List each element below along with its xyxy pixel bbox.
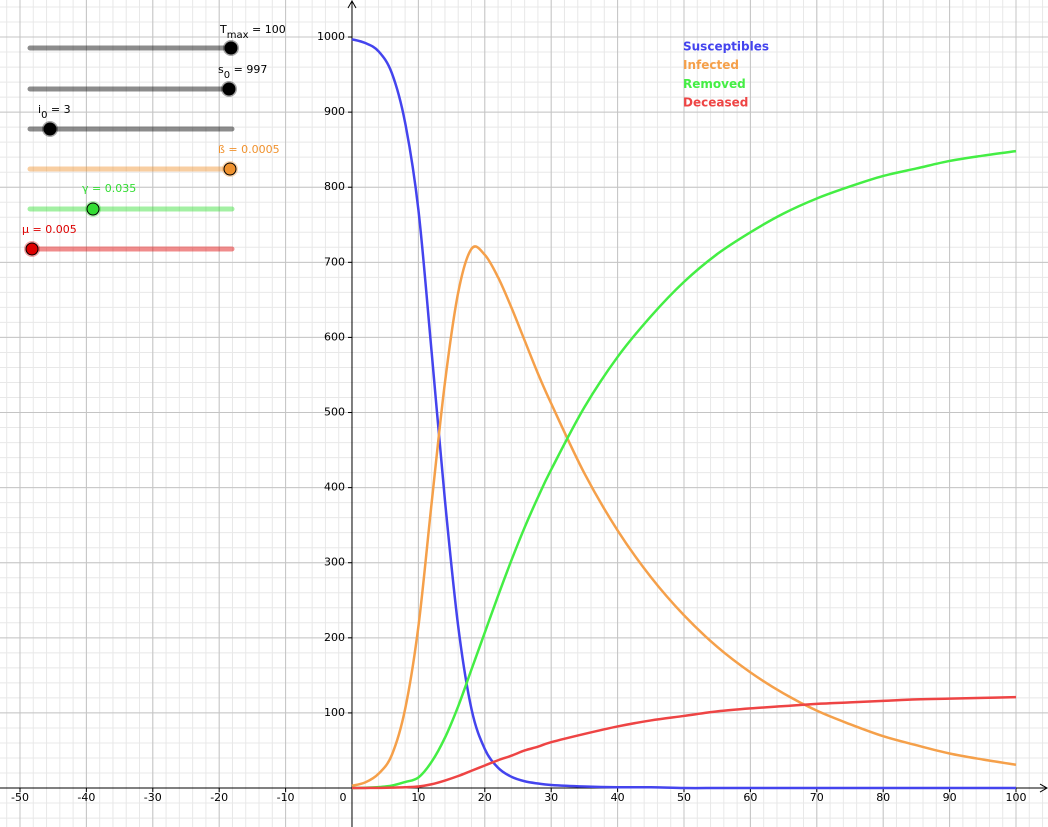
slider-knob-core <box>86 202 100 216</box>
x-tick-label: -20 <box>210 791 228 804</box>
slider-label: μ = 0.005 <box>22 223 77 236</box>
series-line <box>351 38 1016 790</box>
slider-label-subscript: max <box>227 30 249 41</box>
y-tick-label: 800 <box>324 180 345 193</box>
slider-label-subscript: 0 <box>224 70 230 81</box>
slider-label-text: ß = 0.0005 <box>218 143 280 156</box>
slider-label-value: = 3 <box>47 103 70 116</box>
x-tick-label: 60 <box>743 791 757 804</box>
slider-label-value: = 997 <box>230 63 267 76</box>
slider-knob-core <box>222 82 236 96</box>
x-tick-label: 70 <box>810 791 824 804</box>
slider-label-value: = 100 <box>249 23 286 36</box>
slider-knob-core <box>43 122 57 136</box>
legend-entry: Infected <box>683 58 739 72</box>
slider-label: ß = 0.0005 <box>218 143 280 156</box>
y-tick-label: 500 <box>324 406 345 419</box>
x-tick-label: 90 <box>943 791 957 804</box>
slider-label-text: T <box>219 23 227 36</box>
x-tick-label: 40 <box>611 791 625 804</box>
slider-label-text: γ = 0.035 <box>82 182 136 195</box>
slider-label: s0 = 997 <box>218 63 267 81</box>
y-tick-label: 900 <box>324 105 345 118</box>
x-tick-label: -40 <box>77 791 95 804</box>
slider-label: γ = 0.035 <box>82 182 136 195</box>
y-tick-label: 600 <box>324 330 345 343</box>
slider-knob-core <box>224 41 238 55</box>
x-tick-label: 10 <box>411 791 425 804</box>
x-tick-label: -10 <box>277 791 295 804</box>
slider-label-text: μ = 0.005 <box>22 223 77 236</box>
x-tick-label: 30 <box>544 791 558 804</box>
legend-entry: Removed <box>683 77 746 91</box>
x-tick-label: -30 <box>144 791 162 804</box>
x-tick-label: 100 <box>1005 791 1026 804</box>
y-axis-arrow <box>347 0 357 9</box>
series-line <box>351 149 1017 790</box>
y-tick-label: 100 <box>324 706 345 719</box>
x-axis-arrow <box>1039 783 1048 793</box>
legend-entry: Deceased <box>683 96 748 110</box>
y-tick-label: 200 <box>324 631 345 644</box>
slider-label-subscript: 0 <box>41 110 47 121</box>
slider-label: Tmax = 100 <box>219 23 286 41</box>
y-tick-label: 1000 <box>317 30 345 43</box>
legend-entry: Susceptibles <box>683 40 769 54</box>
x-tick-label: 20 <box>478 791 492 804</box>
slider-knob-core <box>25 242 39 256</box>
y-tick-label: 700 <box>324 255 345 268</box>
slider-label: i0 = 3 <box>38 103 71 121</box>
slider-label-text: s <box>218 63 224 76</box>
y-tick-label: 400 <box>324 481 345 494</box>
x-tick-label: -50 <box>11 791 29 804</box>
y-tick-label: 300 <box>324 556 345 569</box>
x-tick-label: 80 <box>876 791 890 804</box>
series-line <box>351 695 1017 790</box>
x-tick-label: 50 <box>677 791 691 804</box>
slider-knob-core <box>223 162 237 176</box>
slider-label-text: i <box>38 103 41 116</box>
series-line <box>351 245 1017 787</box>
x-tick-label: 0 <box>339 791 346 804</box>
